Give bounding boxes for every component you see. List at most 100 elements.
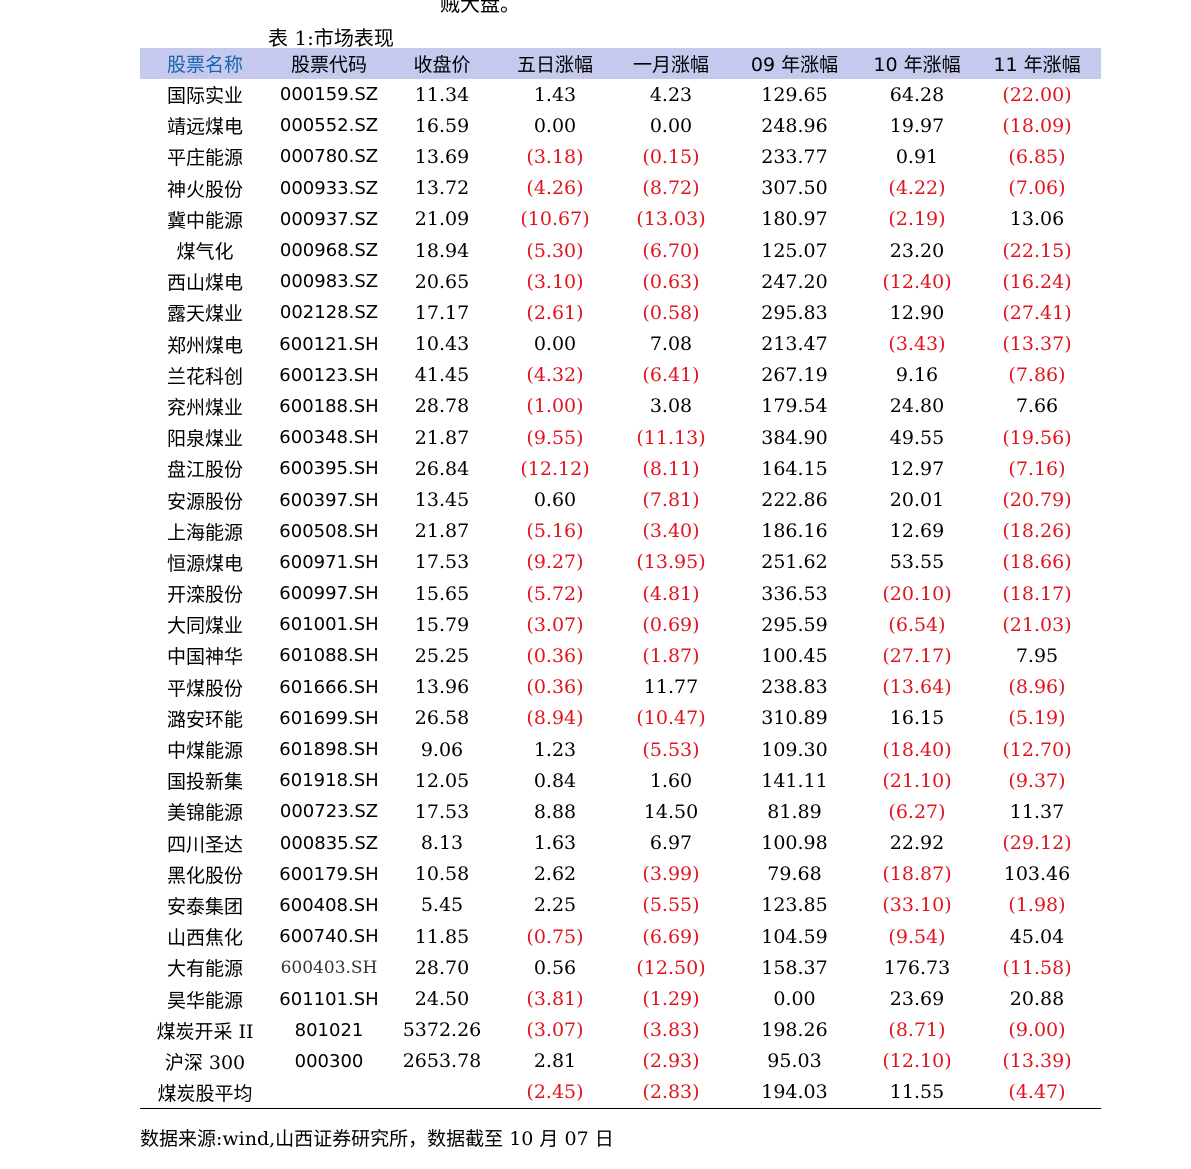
cell-change-2009: 267.19 [761, 364, 828, 387]
table-row: 安源股份 600397.SH 13.45 0.60 (7.81) 222.86 20.01 (… [140, 484, 1101, 515]
cell-change-2010: (13.64) [882, 676, 952, 699]
cell-close-price: 17.17 [414, 301, 470, 324]
cell-close-price: 24.50 [414, 988, 470, 1011]
table-row: 神火股份 000933.SZ 13.72 (4.26) (8.72) 307.50 (4.2… [140, 173, 1101, 204]
cell-change-2009: 233.77 [761, 145, 828, 168]
cell-stock-name: 煤炭开采 II [156, 1020, 254, 1043]
cell-one-month-change: (8.11) [642, 457, 700, 480]
cell-change-2011: (9.37) [1008, 769, 1066, 792]
cell-stock-code: 600188.SH [279, 395, 379, 417]
table-row: 沪深 300 000300 2653.78 2.81 (2.93) 95.03 (12.10… [140, 1046, 1101, 1077]
cell-change-2009: 180.97 [761, 208, 828, 231]
cell-change-2011: (7.06) [1008, 177, 1066, 200]
cell-close-price: 16.59 [414, 114, 470, 137]
cell-stock-name: 煤气化 [176, 241, 234, 264]
table-row: 平煤股份 601666.SH 13.96 (0.36) 11.77 238.83 (13.6… [140, 672, 1101, 703]
cell-stock-code: 601699.SH [279, 707, 379, 729]
table-row: 兖州煤业 600188.SH 28.78 (1.00) 3.08 179.54 24.80 7… [140, 391, 1101, 422]
cell-stock-name: 四川圣达 [166, 833, 243, 856]
cell-close-price: 9.06 [420, 738, 464, 761]
cell-stock-name: 国投新集 [166, 771, 243, 794]
cell-stock-code: 000780.SZ [279, 146, 379, 168]
cell-close-price: 15.65 [414, 582, 470, 605]
cell-stock-code: 600971.SH [279, 551, 379, 573]
cell-one-month-change: (13.03) [636, 208, 706, 231]
cell-close-price: 5.45 [420, 894, 464, 917]
cell-close-price: 18.94 [414, 239, 470, 262]
cell-stock-name: 黑化股份 [166, 864, 243, 887]
cell-one-month-change: (1.29) [642, 988, 700, 1011]
cell-change-2011: (20.79) [1002, 489, 1072, 512]
header-2011-change: 11 年涨幅 [993, 54, 1081, 76]
table-row: 煤炭开采 II 801021 5372.26 (3.07) (3.83) 198.26 (8… [140, 1015, 1101, 1046]
cell-change-2011: (5.19) [1008, 707, 1066, 730]
cell-stock-name: 露天煤业 [166, 303, 243, 326]
cell-change-2010: (2.19) [888, 208, 946, 231]
cell-change-2011: 11.37 [1009, 800, 1065, 823]
cell-change-2009: 81.89 [767, 800, 822, 823]
cell-change-2011: 20.88 [1009, 988, 1065, 1011]
cell-change-2010: 12.97 [889, 457, 945, 480]
cell-change-2010: (9.54) [888, 925, 946, 948]
cell-change-2009: 238.83 [761, 676, 828, 699]
cell-change-2009: 179.54 [761, 395, 828, 418]
cell-five-day-change: (3.07) [526, 1019, 584, 1042]
cell-five-day-change: 0.00 [533, 333, 577, 356]
cell-close-price: 13.45 [414, 489, 470, 512]
cell-stock-name: 上海能源 [166, 521, 243, 544]
cell-five-day-change: (12.12) [520, 457, 590, 480]
cell-close-price: 12.05 [414, 769, 470, 792]
cell-change-2009: 384.90 [761, 426, 828, 449]
table-row: 兰花科创 600123.SH 41.45 (4.32) (6.41) 267.19 9.16… [140, 360, 1101, 391]
cell-stock-name: 国际实业 [166, 85, 243, 108]
cell-stock-name: 大同煤业 [166, 615, 243, 638]
cell-one-month-change: (12.50) [636, 956, 706, 979]
cell-close-price [388, 1077, 496, 1109]
table-row: 潞安环能 601699.SH 26.58 (8.94) (10.47) 310.89 16.… [140, 703, 1101, 734]
cell-stock-code: 002128.SZ [279, 302, 379, 324]
cell-change-2011: (13.39) [1002, 1050, 1072, 1073]
cell-five-day-change: (1.00) [526, 395, 584, 418]
cell-change-2011: (12.70) [1002, 738, 1072, 761]
cell-five-day-change: (5.16) [526, 520, 584, 543]
cell-change-2009: 129.65 [761, 83, 828, 106]
cell-change-2010: 19.97 [889, 114, 945, 137]
cell-one-month-change: 7.08 [649, 333, 693, 356]
cell-close-price: 26.84 [414, 457, 470, 480]
cell-change-2009: 141.11 [761, 769, 828, 792]
cell-five-day-change: 2.25 [533, 894, 577, 917]
cell-change-2009: 248.96 [761, 114, 828, 137]
cell-change-2009: 164.15 [761, 457, 828, 480]
table-row: 平庄能源 000780.SZ 13.69 (3.18) (0.15) 233.77 0.91… [140, 141, 1101, 172]
cell-five-day-change: (2.61) [526, 301, 584, 324]
cell-stock-name: 开滦股份 [166, 584, 243, 607]
cell-stock-name: 昊华能源 [166, 989, 243, 1012]
cell-change-2010: 22.92 [889, 832, 945, 855]
cell-five-day-change: (0.36) [526, 644, 584, 667]
cell-close-price: 11.34 [414, 83, 470, 106]
table-row: 郑州煤电 600121.SH 10.43 0.00 7.08 213.47 (3.43) (1… [140, 329, 1101, 360]
cell-change-2009: 79.68 [767, 863, 822, 886]
cell-stock-code: 801021 [294, 1019, 364, 1041]
table-row: 冀中能源 000937.SZ 21.09 (10.67) (13.03) 180.97 (2… [140, 204, 1101, 235]
cell-stock-code: 000300 [294, 1050, 364, 1072]
cell-five-day-change: 1.23 [533, 738, 577, 761]
cell-one-month-change: (11.13) [636, 426, 706, 449]
table-row: 开滦股份 600997.SH 15.65 (5.72) (4.81) 336.53 (20.… [140, 578, 1101, 609]
cell-close-price: 20.65 [414, 270, 470, 293]
cell-close-price: 10.58 [414, 863, 470, 886]
cell-close-price: 11.85 [414, 925, 470, 948]
cell-change-2011: (27.41) [1002, 301, 1072, 324]
cell-one-month-change: (3.83) [642, 1019, 700, 1042]
header-2010-change: 10 年涨幅 [873, 54, 961, 76]
table-row: 昊华能源 601101.SH 24.50 (3.81) (1.29) 0.00 23.69 2… [140, 983, 1101, 1014]
cell-stock-name: 神火股份 [166, 178, 243, 201]
cell-change-2011: (4.47) [973, 1077, 1101, 1109]
cell-close-price: 13.96 [414, 676, 470, 699]
cell-five-day-change: (8.94) [526, 707, 584, 730]
cell-five-day-change: (9.55) [526, 426, 584, 449]
cell-close-price: 25.25 [414, 644, 470, 667]
cell-change-2010: 23.20 [889, 239, 945, 262]
cell-stock-name: 大有能源 [166, 958, 243, 981]
table-header-row: 股票名称 股票代码 收盘价 五日涨幅 一月涨幅 09 年涨幅 10 年涨幅 11… [140, 48, 1101, 79]
